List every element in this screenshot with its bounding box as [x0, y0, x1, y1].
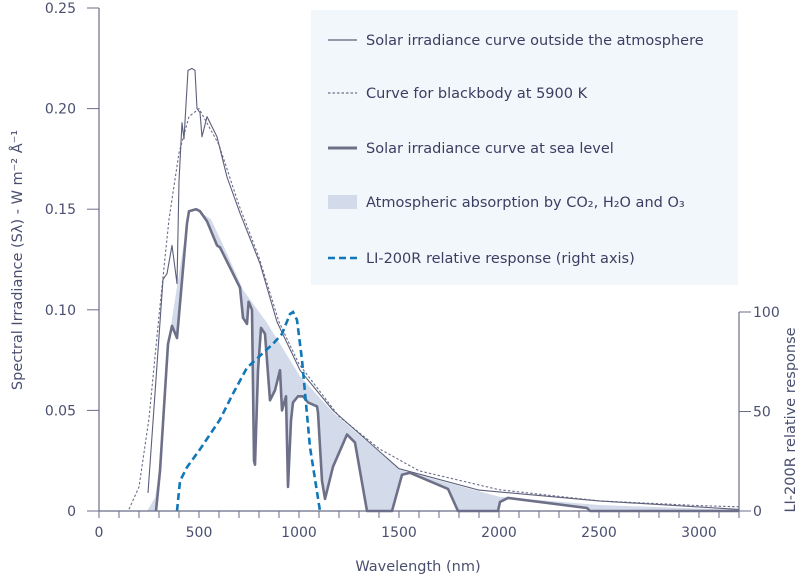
x-tick-label: 2000: [481, 525, 517, 541]
y2-tick-label: 50: [753, 405, 771, 421]
y2-axis-title: LI-200R relative response: [783, 327, 799, 512]
x-tick-label: 3000: [681, 525, 717, 541]
x-tick-label: 0: [95, 525, 104, 541]
sea-level-mask: [156, 209, 739, 511]
legend-marker-absorption: [328, 195, 357, 209]
x-axis-title: Wavelength (nm): [355, 559, 480, 575]
x-tick-label: 500: [186, 525, 213, 541]
x-tick-label: 1500: [381, 525, 417, 541]
legend-label-sea-level: Solar irradiance curve at sea level: [366, 141, 614, 157]
legend-background: [311, 10, 738, 285]
li200r-response-curve: [175, 310, 322, 512]
y-axis-title: Spectral Irradiance (Sλ) - W m⁻² Å⁻¹: [9, 130, 26, 390]
sea-level-curve: [154, 207, 739, 513]
y-tick-label: 0.25: [45, 1, 76, 17]
x-tick-label: 1000: [281, 525, 317, 541]
blackbody-curve: [128, 107, 740, 510]
y-tick-label: 0.05: [45, 403, 76, 419]
legend: Solar irradiance curve outside the atmos…: [311, 10, 738, 285]
plot-area: [128, 67, 740, 513]
outside-atmosphere-curve: [147, 67, 740, 510]
legend-label-absorption: Atmospheric absorption by CO₂, H₂O and O…: [366, 195, 685, 211]
y-tick-label: 0.10: [45, 303, 76, 319]
legend-label-response: LI-200R relative response (right axis): [366, 251, 635, 267]
y-tick-label: 0.20: [45, 102, 76, 118]
y-tick-label: 0.15: [45, 202, 76, 218]
axes: 0 500 1000 1500 2000 2500 300000.050.100.150.2…: [45, 1, 780, 541]
x-tick-label: 2500: [581, 525, 617, 541]
y-tick-label: 0: [67, 504, 76, 520]
y2-tick-label: 100: [753, 305, 780, 321]
y2-tick-label: 0: [753, 504, 762, 520]
legend-label-outside: Solar irradiance curve outside the atmos…: [366, 33, 704, 49]
legend-label-blackbody: Curve for blackbody at 5900 K: [366, 86, 588, 102]
